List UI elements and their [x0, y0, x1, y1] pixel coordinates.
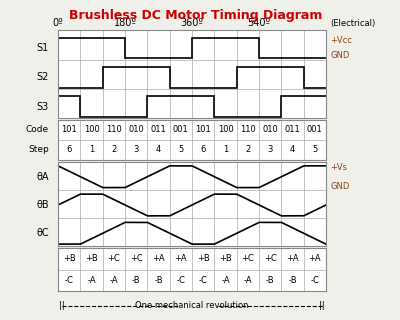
Text: 2: 2: [245, 146, 250, 155]
Text: 1: 1: [89, 146, 94, 155]
Text: -C: -C: [65, 276, 74, 285]
Text: S2: S2: [37, 72, 49, 82]
Text: 4: 4: [156, 146, 161, 155]
Text: 001: 001: [307, 125, 323, 134]
Text: (Electrical): (Electrical): [330, 19, 376, 28]
Text: GND: GND: [330, 182, 350, 191]
Text: +B: +B: [63, 254, 76, 263]
Text: 011: 011: [151, 125, 166, 134]
Text: -A: -A: [221, 276, 230, 285]
Text: 360º: 360º: [180, 18, 204, 28]
Text: -B: -B: [132, 276, 140, 285]
Text: 4: 4: [290, 146, 295, 155]
Text: Step: Step: [28, 146, 49, 155]
Text: Code: Code: [26, 125, 49, 134]
Text: +A: +A: [174, 254, 187, 263]
Text: Brushless DC Motor Timing Diagram: Brushless DC Motor Timing Diagram: [69, 9, 323, 22]
Text: +A: +A: [286, 254, 299, 263]
Text: GND: GND: [330, 52, 350, 60]
Text: ||: ||: [319, 301, 325, 310]
Text: 6: 6: [200, 146, 206, 155]
Text: ||: ||: [59, 301, 65, 310]
Text: θB: θB: [36, 200, 49, 210]
Text: 5: 5: [312, 146, 318, 155]
Text: 110: 110: [240, 125, 256, 134]
Text: +Vcc: +Vcc: [330, 36, 352, 44]
Text: -C: -C: [310, 276, 319, 285]
Text: 100: 100: [84, 125, 99, 134]
Text: +C: +C: [264, 254, 276, 263]
Text: 2: 2: [111, 146, 116, 155]
Text: 3: 3: [134, 146, 139, 155]
Text: +A: +A: [308, 254, 321, 263]
Text: +B: +B: [219, 254, 232, 263]
Text: -A: -A: [87, 276, 96, 285]
Text: 3: 3: [268, 146, 273, 155]
Text: 1: 1: [223, 146, 228, 155]
Text: 5: 5: [178, 146, 184, 155]
Text: 101: 101: [195, 125, 211, 134]
Text: 110: 110: [106, 125, 122, 134]
Text: 0º: 0º: [53, 18, 63, 28]
Text: S1: S1: [37, 43, 49, 53]
Text: 011: 011: [285, 125, 300, 134]
Text: +B: +B: [197, 254, 210, 263]
Text: 540º: 540º: [248, 18, 270, 28]
Text: 010: 010: [262, 125, 278, 134]
Text: One mechanical revolution: One mechanical revolution: [135, 301, 249, 310]
Text: θC: θC: [36, 228, 49, 238]
Text: -B: -B: [154, 276, 163, 285]
Text: +Vs: +Vs: [330, 163, 348, 172]
Text: -A: -A: [110, 276, 118, 285]
Text: S3: S3: [37, 102, 49, 112]
Text: 100: 100: [218, 125, 233, 134]
Text: -C: -C: [176, 276, 185, 285]
Text: +C: +C: [108, 254, 120, 263]
Text: -B: -B: [266, 276, 274, 285]
Text: -B: -B: [288, 276, 297, 285]
Text: +C: +C: [242, 254, 254, 263]
Text: +C: +C: [130, 254, 142, 263]
Text: 010: 010: [128, 125, 144, 134]
Text: -A: -A: [244, 276, 252, 285]
Text: +A: +A: [152, 254, 165, 263]
Text: 6: 6: [66, 146, 72, 155]
Text: -C: -C: [199, 276, 208, 285]
Text: +B: +B: [85, 254, 98, 263]
Text: θA: θA: [36, 172, 49, 182]
Text: 180º: 180º: [114, 18, 136, 28]
Text: 001: 001: [173, 125, 189, 134]
Text: 101: 101: [61, 125, 77, 134]
